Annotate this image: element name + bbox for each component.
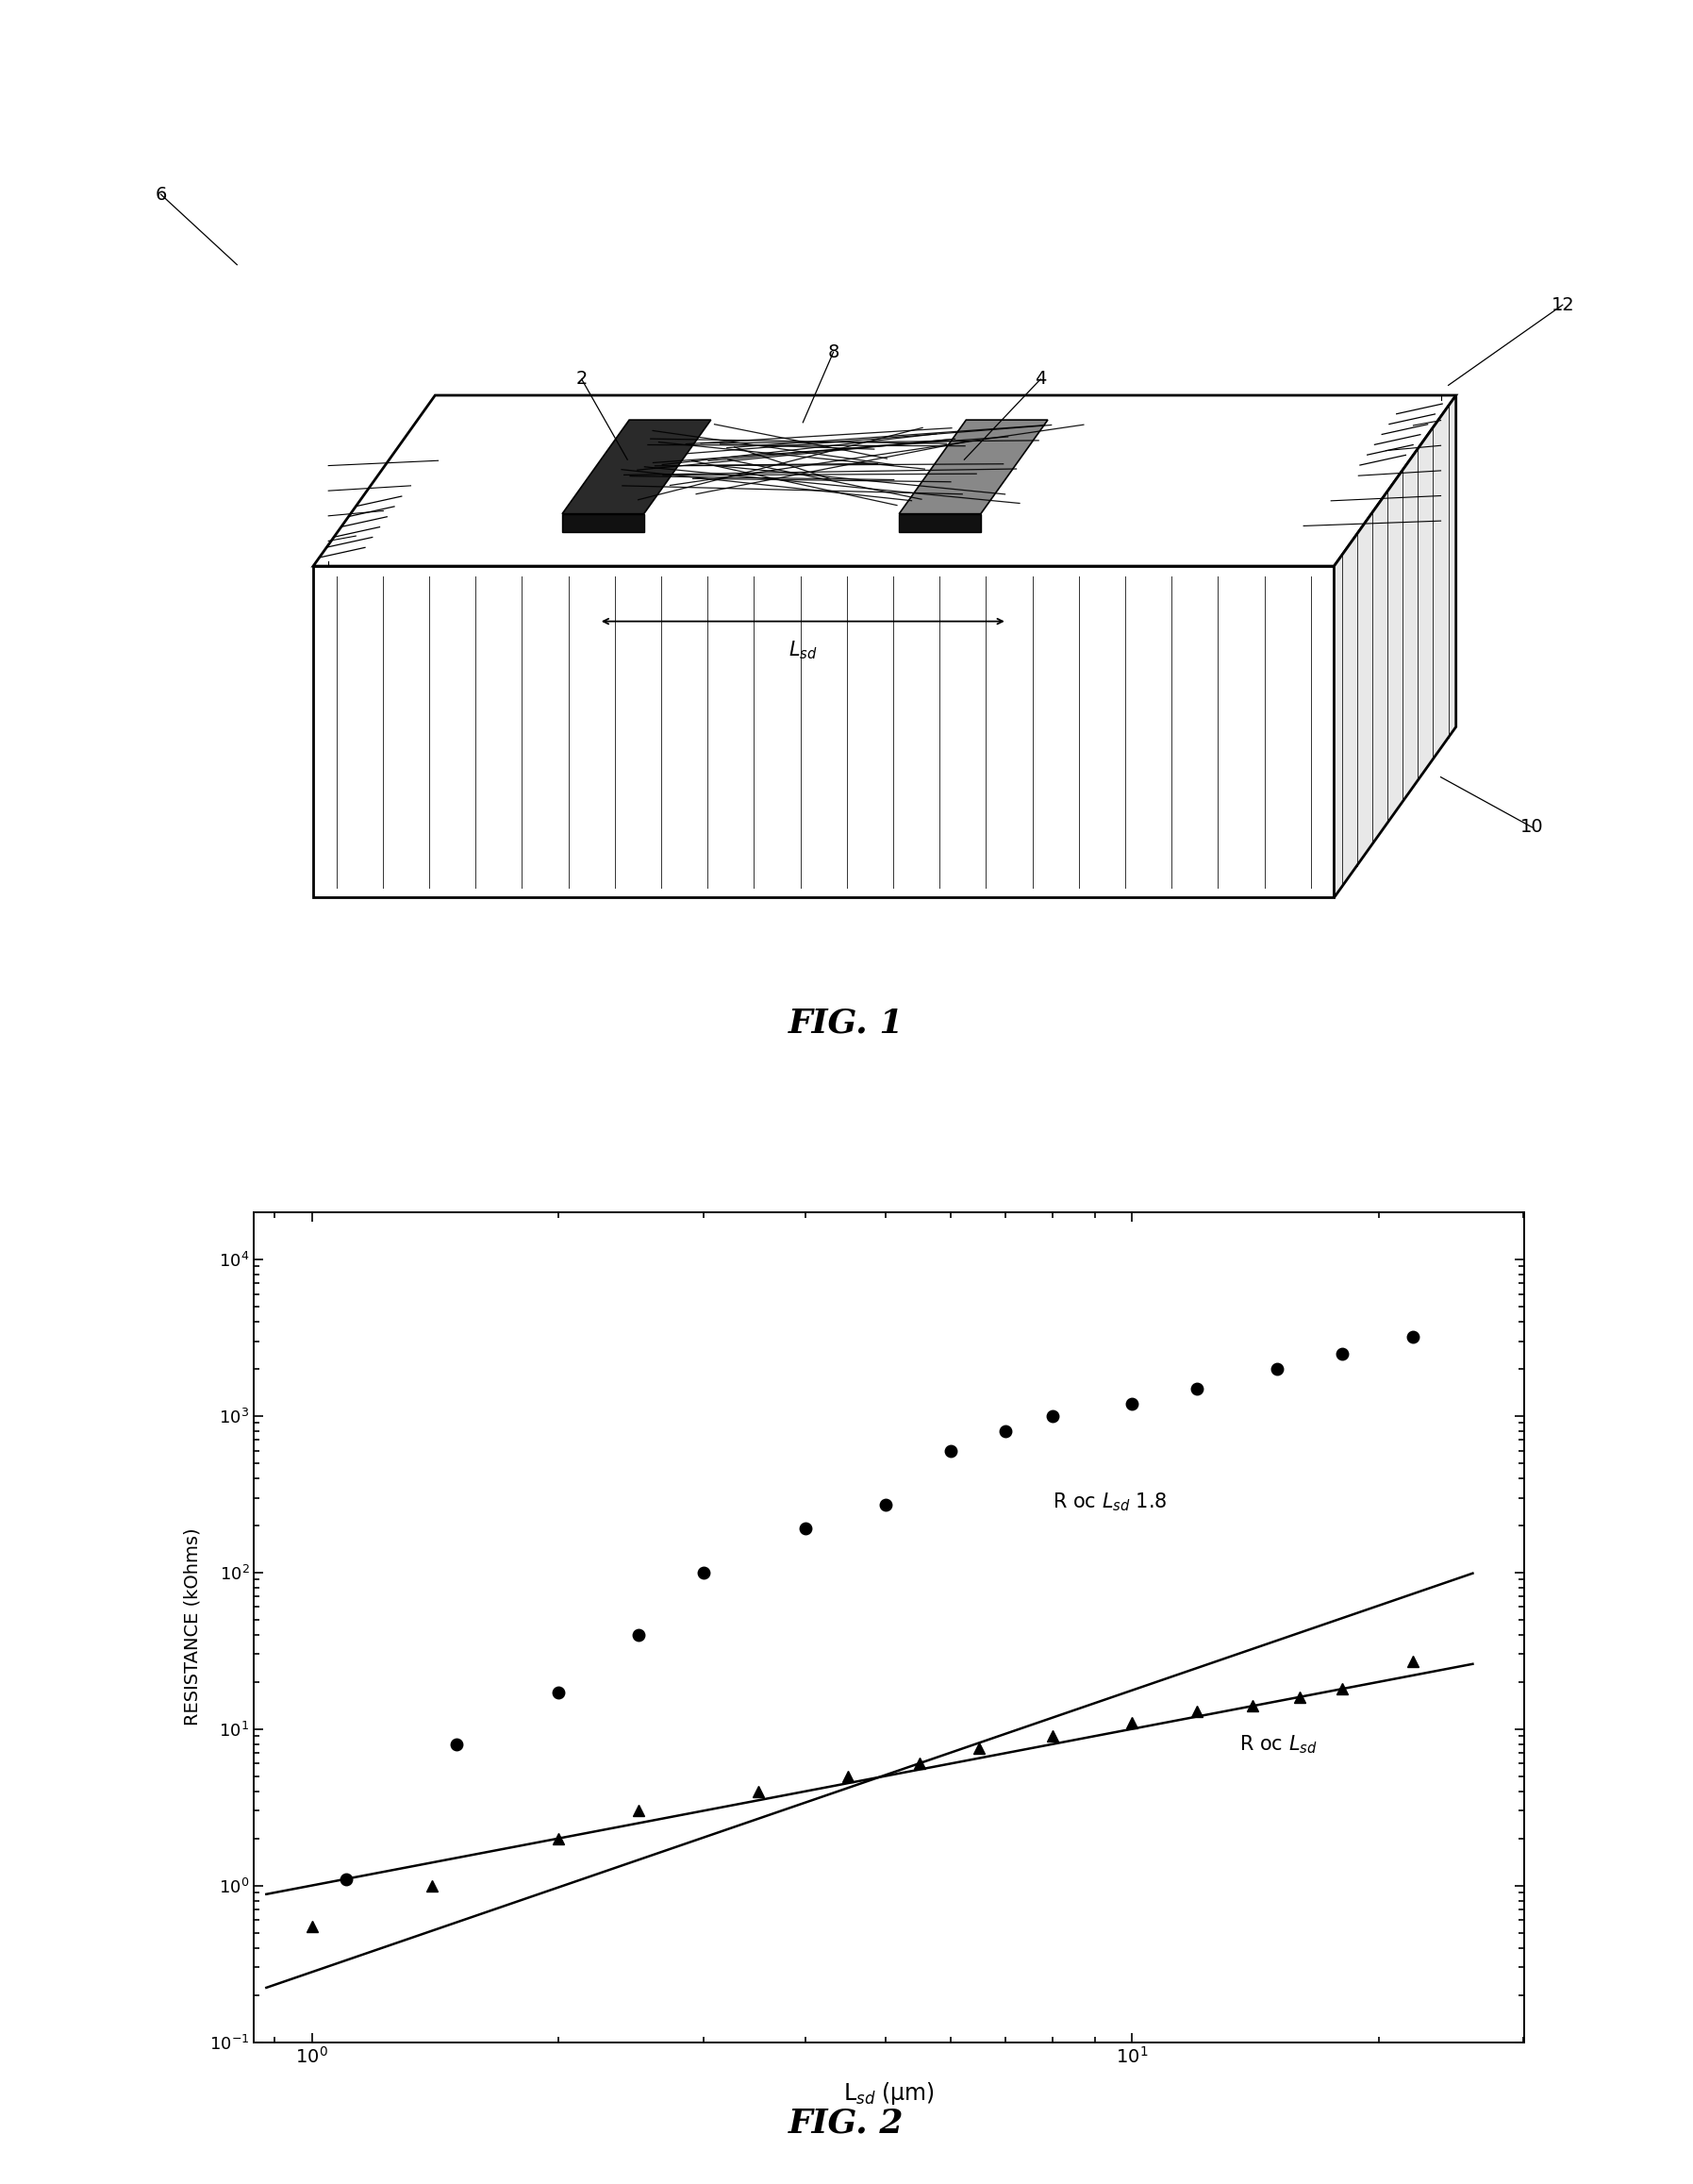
- X-axis label: L$_{sd}$ (μm): L$_{sd}$ (μm): [843, 2081, 935, 2108]
- Text: FIG. 2: FIG. 2: [789, 2108, 904, 2138]
- Polygon shape: [313, 395, 1456, 566]
- Text: 12: 12: [1551, 295, 1574, 314]
- Polygon shape: [313, 566, 1334, 898]
- Polygon shape: [1334, 395, 1456, 898]
- Y-axis label: RESISTANCE (kOhms): RESISTANCE (kOhms): [183, 1529, 201, 1725]
- Polygon shape: [562, 513, 643, 533]
- Text: 4: 4: [1034, 371, 1046, 389]
- Text: FIG. 1: FIG. 1: [789, 1007, 904, 1040]
- Text: 2: 2: [576, 371, 587, 389]
- Text: 8: 8: [828, 343, 840, 360]
- Text: R $\mathrm{oc}$ $L_{sd}$ 1.8: R $\mathrm{oc}$ $L_{sd}$ 1.8: [1053, 1492, 1166, 1514]
- Text: 10: 10: [1520, 819, 1544, 836]
- Polygon shape: [899, 419, 1048, 513]
- Text: 6: 6: [156, 186, 166, 203]
- Polygon shape: [562, 419, 711, 513]
- Text: R $\mathrm{oc}$ $L_{sd}$: R $\mathrm{oc}$ $L_{sd}$: [1239, 1732, 1317, 1756]
- Polygon shape: [899, 513, 980, 533]
- Text: $L_{sd}$: $L_{sd}$: [789, 640, 818, 662]
